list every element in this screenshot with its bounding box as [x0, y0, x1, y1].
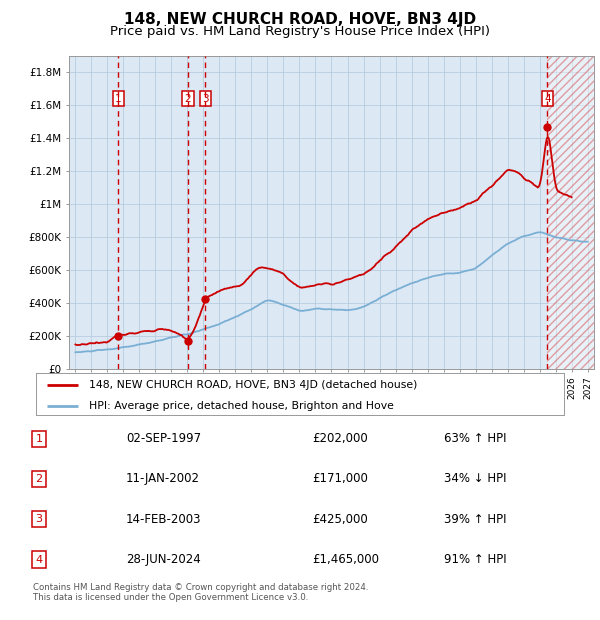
Text: £171,000: £171,000: [312, 472, 368, 485]
Text: HPI: Average price, detached house, Brighton and Hove: HPI: Average price, detached house, Brig…: [89, 401, 394, 411]
Text: 1: 1: [115, 94, 121, 104]
Text: Price paid vs. HM Land Registry's House Price Index (HPI): Price paid vs. HM Land Registry's House …: [110, 25, 490, 38]
Text: 148, NEW CHURCH ROAD, HOVE, BN3 4JD (detached house): 148, NEW CHURCH ROAD, HOVE, BN3 4JD (det…: [89, 380, 417, 390]
Text: £1,465,000: £1,465,000: [312, 553, 379, 566]
Text: 02-SEP-1997: 02-SEP-1997: [126, 432, 201, 445]
Text: 3: 3: [202, 94, 209, 104]
Text: 4: 4: [544, 94, 551, 104]
Text: 148, NEW CHURCH ROAD, HOVE, BN3 4JD: 148, NEW CHURCH ROAD, HOVE, BN3 4JD: [124, 12, 476, 27]
Text: 91% ↑ HPI: 91% ↑ HPI: [444, 553, 506, 566]
Text: 63% ↑ HPI: 63% ↑ HPI: [444, 432, 506, 445]
Bar: [547, 56, 594, 369]
Text: 34% ↓ HPI: 34% ↓ HPI: [444, 472, 506, 485]
Text: 11-JAN-2002: 11-JAN-2002: [126, 472, 200, 485]
Text: £202,000: £202,000: [312, 432, 368, 445]
Text: £425,000: £425,000: [312, 513, 368, 526]
Text: 28-JUN-2024: 28-JUN-2024: [126, 553, 201, 566]
Text: 2: 2: [35, 474, 43, 484]
Text: Contains HM Land Registry data © Crown copyright and database right 2024.
This d: Contains HM Land Registry data © Crown c…: [33, 583, 368, 602]
Text: 14-FEB-2003: 14-FEB-2003: [126, 513, 202, 526]
Text: 3: 3: [35, 514, 43, 525]
Bar: [547, 56, 594, 369]
Text: 39% ↑ HPI: 39% ↑ HPI: [444, 513, 506, 526]
Text: 4: 4: [35, 554, 43, 565]
Text: 2: 2: [185, 94, 191, 104]
Text: 1: 1: [35, 433, 43, 444]
